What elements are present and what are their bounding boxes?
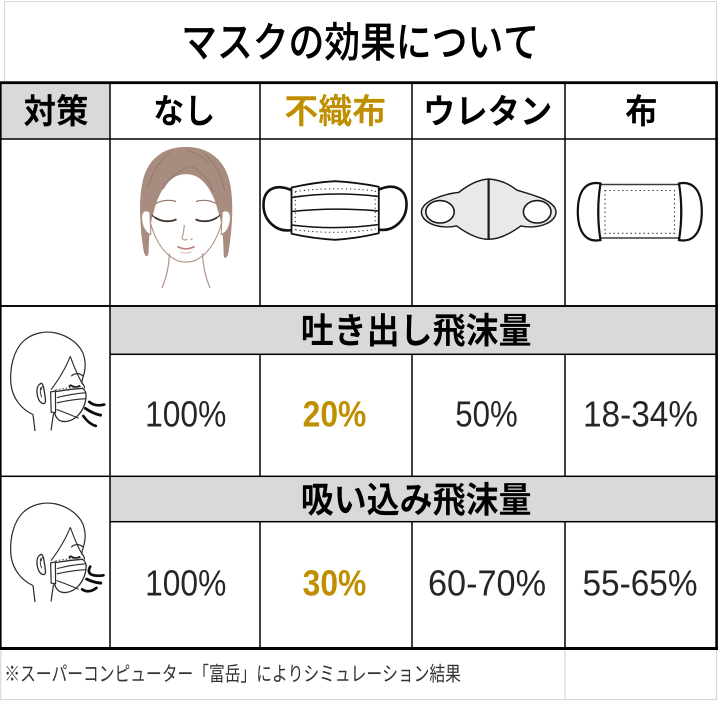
svg-text:100%: 100%	[145, 564, 226, 604]
svg-text:30%: 30%	[303, 564, 367, 604]
svg-text:60-70%: 60-70%	[428, 564, 546, 604]
svg-text:100%: 100%	[145, 395, 226, 435]
svg-text:20%: 20%	[303, 395, 367, 435]
svg-text:55-65%: 55-65%	[583, 563, 698, 604]
svg-text:50%: 50%	[455, 394, 517, 435]
svg-text:18-34%: 18-34%	[583, 394, 698, 435]
